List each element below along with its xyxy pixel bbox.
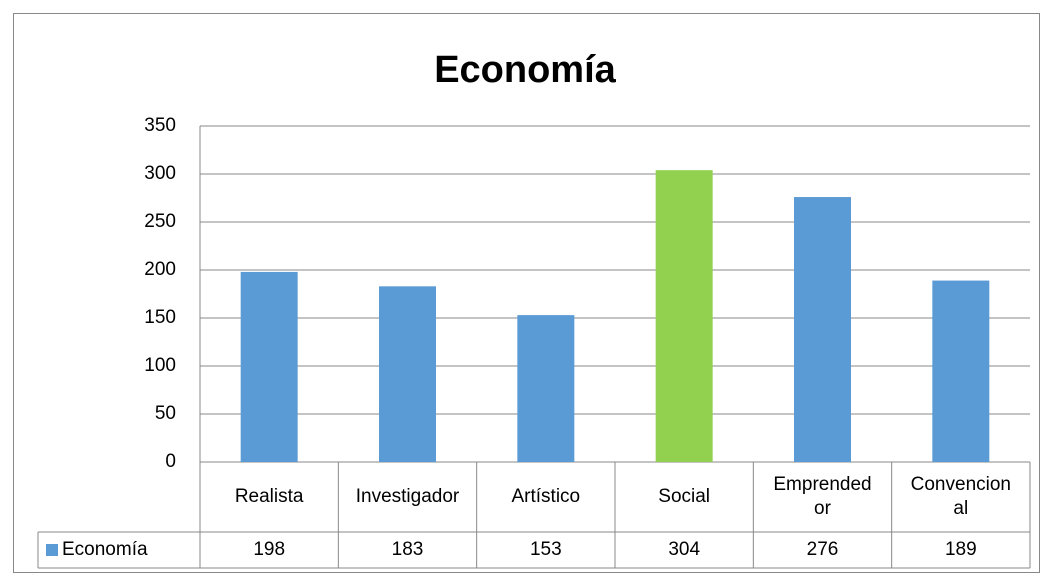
data-table-value: 304 (668, 539, 701, 560)
y-tick-label: 50 (155, 403, 176, 424)
bar (794, 197, 851, 463)
data-table-value: 153 (529, 539, 562, 560)
bar (379, 286, 436, 462)
y-tick-label: 100 (144, 355, 176, 376)
y-tick-label: 300 (144, 163, 176, 184)
chart-border (13, 13, 1040, 573)
data-table-value: 183 (391, 539, 424, 560)
category-label: Social (658, 486, 711, 507)
category-label: Investigador (355, 486, 460, 507)
y-tick-label: 250 (144, 211, 176, 232)
y-tick-label: 150 (144, 307, 176, 328)
data-table-value: 198 (253, 539, 286, 560)
bar (655, 170, 713, 462)
chart-title: Economía (434, 49, 616, 91)
category-label: Realista (234, 486, 304, 507)
category-label: Convencional (910, 474, 1011, 519)
category-label: Emprendedor (773, 474, 872, 519)
bar (932, 280, 990, 462)
data-table-value: 276 (806, 539, 839, 560)
legend-entry: Economía (38, 532, 200, 568)
y-tick-label: 200 (144, 259, 176, 280)
category-label: Artístico (511, 486, 581, 507)
bar (240, 271, 298, 462)
y-tick-label: 0 (165, 451, 176, 472)
data-table-value: 189 (944, 539, 977, 560)
bar (517, 315, 575, 462)
legend-label: Economía (62, 539, 148, 560)
legend-swatch (46, 544, 58, 556)
y-tick-label: 350 (144, 115, 176, 136)
